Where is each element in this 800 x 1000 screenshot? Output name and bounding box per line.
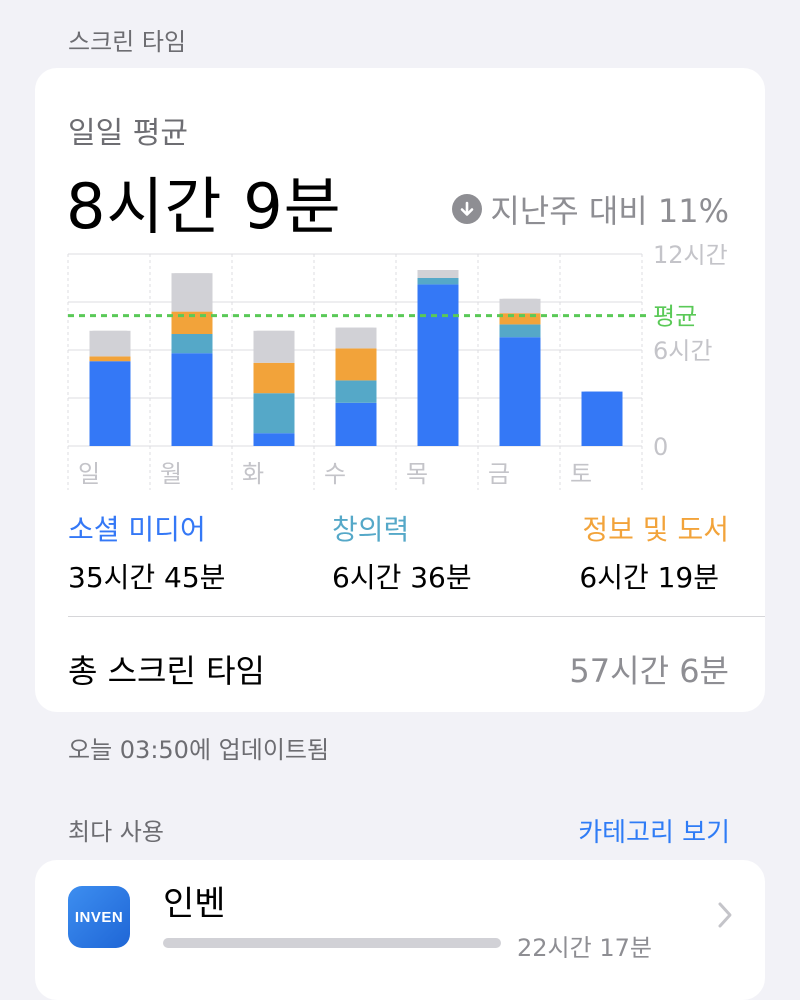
bar-cap-화: [253, 330, 295, 339]
bar-segment-화-0: [253, 433, 295, 446]
bar-segment-화-1: [253, 393, 295, 434]
screen-time-card[interactable]: 일일 평균 8시간 9분 지난주 대비 11% 일 월 화 수 목 금 토 평균 12시간 6시간…: [35, 68, 765, 712]
app-name: 인벤: [163, 884, 226, 924]
y-tick-label: 0: [653, 433, 668, 461]
bar-segment-수-0: [335, 402, 377, 446]
inven-icon: INVEN: [68, 886, 130, 948]
chevron-right-icon: [717, 898, 733, 938]
bar-cap-토: [581, 391, 623, 400]
bar-segment-수-1: [335, 380, 377, 403]
bar-cap-수: [335, 327, 377, 336]
daily-average-value: 8시간 9분: [66, 170, 342, 243]
bar-segment-화-2: [253, 362, 295, 394]
arrow-down-circle-icon: [452, 194, 483, 224]
day-label-토: 토: [570, 460, 592, 488]
most-used-label: 최다 사용: [68, 818, 164, 846]
bar-segment-목-1: [417, 278, 459, 285]
section-title: 스크린 타임: [68, 28, 187, 56]
category-social-time: 35시간 45분: [68, 561, 226, 594]
day-label-수: 수: [324, 460, 346, 488]
bar-segment-금-2: [499, 313, 541, 325]
view-categories-button[interactable]: 카테고리 보기: [578, 818, 730, 848]
total-screen-time-value: 57시간 6분: [569, 652, 729, 690]
weekly-delta: 지난주 대비 11%: [452, 186, 729, 232]
y-tick-label: 12시간: [653, 244, 728, 269]
bar-cap-목: [417, 270, 459, 278]
category-info-time: 6시간 19분: [579, 561, 719, 594]
bar-cap-일: [89, 330, 131, 339]
bar-segment-월-0: [171, 353, 213, 446]
day-label-월: 월: [160, 460, 182, 488]
day-label-일: 일: [78, 460, 100, 488]
daily-average-label: 일일 평균: [68, 116, 188, 151]
average-label: 평균: [653, 303, 697, 331]
bar-segment-금-0: [499, 337, 541, 446]
day-label-화: 화: [242, 460, 264, 488]
category-info-label: 정보 및 도서: [582, 513, 729, 546]
updated-timestamp: 오늘 03:50에 업데이트됨: [68, 736, 330, 764]
bar-segment-금-1: [499, 324, 541, 338]
divider: [68, 616, 765, 617]
y-tick-label: 6시간: [653, 337, 712, 365]
bar-segment-일-0: [89, 361, 131, 446]
bar-cap-금: [499, 298, 541, 307]
category-creativity-time: 6시간 36분: [332, 561, 472, 594]
category-creativity-label: 창의력: [332, 513, 410, 546]
bar-segment-일-2: [89, 356, 131, 362]
usage-bar-chart[interactable]: 일 월 화 수 목 금 토 평균 12시간 6시간 0: [35, 244, 765, 494]
bar-segment-월-1: [171, 334, 213, 354]
day-label-목: 목: [406, 460, 428, 488]
day-label-금: 금: [488, 460, 510, 488]
bar-segment-수-2: [335, 348, 377, 381]
app-list-card: INVEN 인벤 22시간 17분: [35, 860, 765, 1000]
bar-cap-월: [171, 273, 213, 282]
total-screen-time-label: 총 스크린 타임: [68, 652, 265, 690]
app-usage-bar: [163, 938, 501, 948]
category-social-label: 소셜 미디어: [68, 513, 206, 546]
bar-segment-월-2: [171, 311, 213, 334]
bar-segment-목-0: [417, 284, 459, 446]
weekly-delta-text: 지난주 대비 11%: [490, 192, 729, 230]
app-usage-time: 22시간 17분: [517, 934, 652, 962]
bar-segment-토-0: [581, 391, 623, 446]
